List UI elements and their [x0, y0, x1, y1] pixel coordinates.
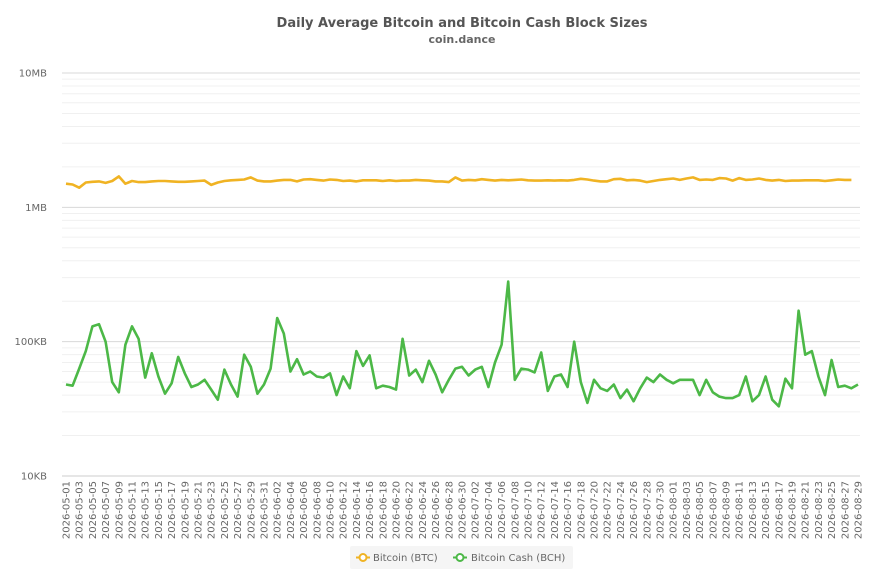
legend-label: Bitcoin Cash (BCH): [471, 553, 565, 564]
x-tick-label: 2026-07-20: [590, 481, 601, 539]
x-tick-label: 2026-06-16: [365, 481, 376, 539]
x-tick-label: 2026-08-11: [735, 481, 746, 539]
x-tick-label: 2026-06-10: [326, 481, 337, 539]
legend-item-btc[interactable]: Bitcoin (BTC): [356, 553, 438, 564]
x-tick-label: 2026-08-17: [774, 481, 785, 539]
x-tick-label: 2026-07-18: [576, 481, 587, 539]
x-tick-label: 2026-05-07: [101, 481, 112, 539]
x-tick-label: 2026-08-01: [669, 481, 680, 539]
x-tick-label: 2026-08-13: [748, 481, 759, 539]
x-tick-label: 2026-08-03: [682, 481, 693, 539]
y-axis: 10KB 100KB 1MB 10MB: [14, 69, 47, 483]
x-tick-label: 2026-08-25: [827, 481, 838, 539]
x-tick-label: 2026-06-24: [418, 481, 429, 539]
x-tick-label: 2026-07-28: [642, 481, 653, 539]
x-tick-label: 2026-07-30: [656, 481, 667, 539]
x-tick-label: 2026-06-02: [273, 481, 284, 539]
y-tick-label: 10MB: [19, 69, 47, 80]
x-tick-label: 2026-08-07: [708, 481, 719, 539]
legend-marker-icon: [455, 553, 465, 562]
x-tick-label: 2026-06-20: [392, 481, 403, 539]
x-axis: 2026-05-01 2026-05-03 2026-05-05 2026-05-07…: [62, 475, 865, 539]
x-tick-label: 2026-05-17: [167, 481, 178, 539]
y-tick-label: 1MB: [25, 203, 47, 214]
grid: [62, 72, 860, 477]
legend-item-bch[interactable]: Bitcoin Cash (BCH): [453, 553, 565, 564]
x-tick-label: 2026-06-08: [312, 481, 323, 539]
x-tick-label: 2026-07-22: [603, 481, 614, 539]
x-tick-label: 2026-08-29: [854, 481, 865, 539]
y-tick-label: 100KB: [14, 337, 47, 348]
x-tick-label: 2026-08-21: [801, 481, 812, 539]
x-tick-label: 2026-07-26: [629, 481, 640, 539]
x-tick-label: 2026-07-08: [510, 481, 521, 539]
x-tick-label: 2026-06-04: [286, 481, 297, 539]
x-tick-label: 2026-08-27: [840, 481, 851, 539]
x-tick-label: 2026-06-14: [352, 481, 363, 539]
x-tick-label: 2026-05-31: [260, 481, 271, 539]
x-tick-label: 2026-08-19: [788, 481, 799, 539]
x-tick-label: 2026-06-28: [444, 481, 455, 539]
legend-marker-icon: [358, 553, 368, 562]
plot-area: [65, 175, 859, 408]
x-tick-label: 2026-07-06: [497, 481, 508, 539]
x-tick-label: 2026-05-15: [154, 481, 165, 539]
x-tick-label: 2026-07-10: [524, 481, 535, 539]
x-tick-label: 2026-07-16: [563, 481, 574, 539]
chart-subtitle: coin.dance: [429, 33, 496, 46]
x-tick-label: 2026-06-30: [458, 481, 469, 539]
x-tick-label: 2026-06-26: [431, 481, 442, 539]
x-tick-label: 2026-05-05: [88, 481, 99, 539]
x-tick-label: 2026-05-29: [246, 481, 257, 539]
x-tick-label: 2026-06-18: [378, 481, 389, 539]
x-tick-label: 2026-05-19: [180, 481, 191, 539]
legend-label: Bitcoin (BTC): [373, 553, 438, 564]
x-tick-label: 2026-05-13: [141, 481, 152, 539]
x-tick-label: 2026-06-12: [339, 481, 350, 539]
x-tick-label: 2026-07-14: [550, 481, 561, 539]
x-tick-label: 2026-07-24: [616, 481, 627, 539]
series-line-btc: [65, 175, 852, 189]
x-tick-label: 2026-05-03: [75, 481, 86, 539]
x-tick-label: 2026-05-23: [207, 481, 218, 539]
x-tick-label: 2026-05-27: [233, 481, 244, 539]
x-tick-label: 2026-08-09: [722, 481, 733, 539]
y-tick-label: 10KB: [21, 472, 47, 483]
x-tick-label: 2026-08-05: [695, 481, 706, 539]
x-tick-label: 2026-08-23: [814, 481, 825, 539]
x-tick-label: 2026-06-22: [405, 481, 416, 539]
chart-title: Daily Average Bitcoin and Bitcoin Cash B…: [277, 16, 648, 31]
series-line-bch: [65, 280, 859, 408]
x-tick-label: 2026-05-21: [194, 481, 205, 539]
x-tick-label: 2026-05-11: [128, 481, 139, 539]
legend[interactable]: Bitcoin (BTC) Bitcoin Cash (BCH): [350, 546, 573, 569]
x-tick-label: 2026-05-01: [62, 481, 73, 539]
x-tick-label: 2026-08-15: [761, 481, 772, 539]
x-tick-label: 2026-07-02: [471, 481, 482, 539]
x-tick-label: 2026-07-04: [484, 481, 495, 539]
x-tick-label: 2026-06-06: [299, 481, 310, 539]
x-tick-label: 2026-05-25: [220, 481, 231, 539]
x-tick-label: 2026-07-12: [537, 481, 548, 539]
x-tick-label: 2026-05-09: [114, 481, 125, 539]
